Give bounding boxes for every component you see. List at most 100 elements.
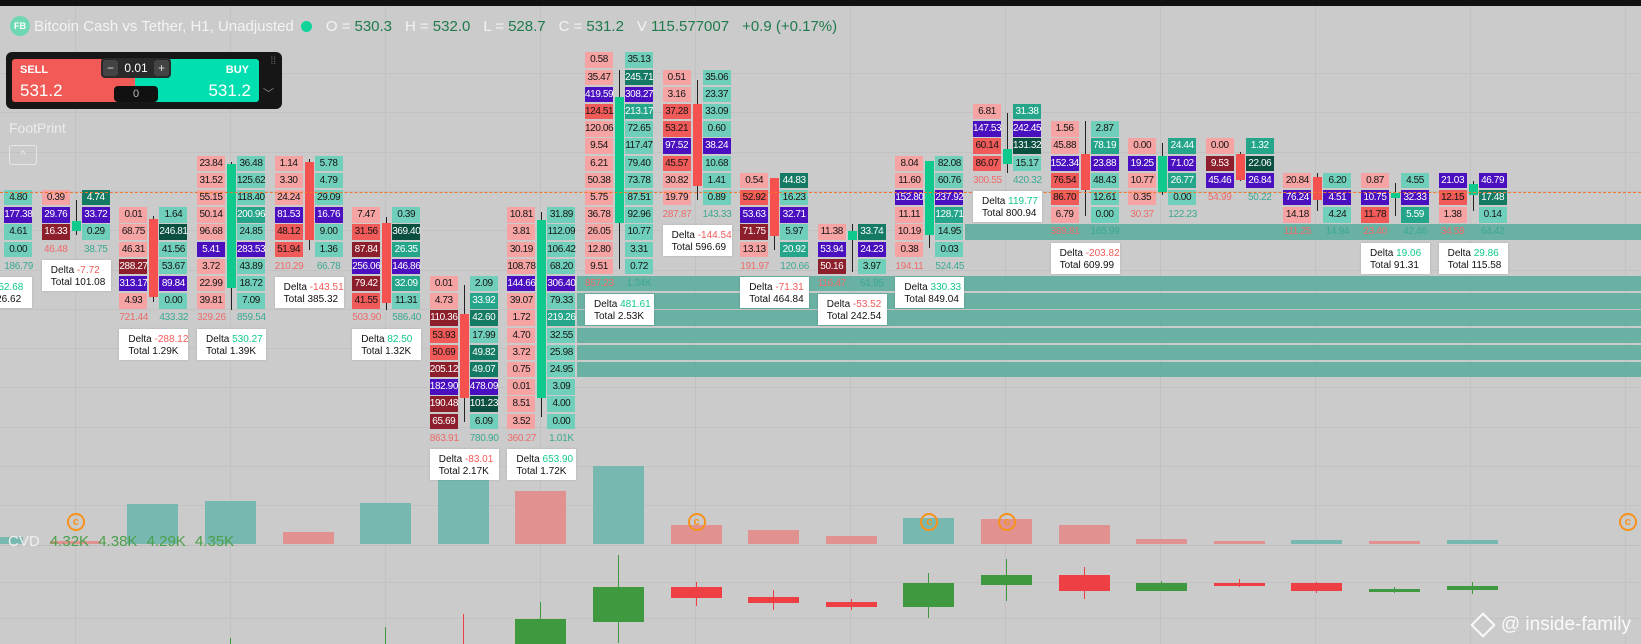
- total-label: Total: [206, 345, 230, 357]
- copyright-marker-icon: c: [998, 513, 1016, 531]
- sell-volume-cell: 22.99: [197, 275, 225, 292]
- drag-handle-icon[interactable]: ⁞⁞: [270, 56, 276, 67]
- total-label: Total: [1370, 259, 1394, 271]
- sell-total-label: 194.11: [895, 260, 924, 272]
- delta-value: -7.72: [76, 264, 100, 276]
- panel-separator[interactable]: [0, 545, 1641, 546]
- cvd-candle-wick: [385, 627, 387, 644]
- total-row: Total 464.84: [749, 294, 804, 305]
- sell-total-label: 191.97: [740, 260, 769, 272]
- buy-volume-cell: 0.03: [935, 241, 964, 257]
- cvd-candle-body: [1213, 583, 1265, 587]
- sell-volume-cell: 29.76: [41, 207, 70, 223]
- buy-volume-cell: 0.14: [1478, 207, 1507, 223]
- delta-label: Delta: [671, 230, 698, 242]
- buy-volume-cell: 0.00: [1090, 207, 1119, 223]
- buy-volume-cell: 14.95: [935, 224, 964, 240]
- total-row: Total 1.39K: [206, 346, 256, 357]
- sell-volume-cell: 11.38: [817, 224, 846, 240]
- buy-volume-cell: 1.41: [702, 172, 731, 189]
- total-value: 2.53K: [617, 311, 645, 323]
- sell-total-label: 329.26: [197, 312, 226, 324]
- sell-price: 531.2: [20, 81, 63, 100]
- buy-volume-cell: 31.89: [547, 207, 576, 223]
- buy-volume-cell: 246.81: [159, 224, 188, 240]
- sell-volume-cell: 7.47: [352, 207, 381, 223]
- low-value: 528.7: [508, 17, 546, 35]
- sell-volume-cell: 53.63: [740, 207, 769, 223]
- grid-line-horizontal: [0, 426, 1641, 428]
- total-value: 1.29K: [152, 345, 179, 357]
- buy-volume-cell: 237.92: [935, 189, 964, 206]
- volume-bar: [670, 525, 722, 544]
- sell-volume-cell: 37.28: [662, 103, 691, 120]
- cvd-open: 4.32K: [49, 533, 90, 550]
- sell-volume-cell: 50.38: [585, 172, 613, 189]
- cvd-candle-body: [1446, 586, 1498, 590]
- buy-volume-cell: 38.24: [702, 138, 731, 154]
- chart-header: FB Bitcoin Cash vs Tether, H1, Unadjuste…: [10, 15, 837, 37]
- buy-volume-cell: 1.64: [159, 207, 188, 223]
- buy-volume-cell: 72.65: [625, 121, 653, 137]
- buy-volume-cell: 26.35: [392, 241, 421, 257]
- buy-volume-cell: 4.79: [314, 172, 343, 189]
- buy-total-label: 50.22: [1248, 191, 1272, 203]
- candle-body: [847, 231, 857, 240]
- chevron-down-icon[interactable]: ﹀: [263, 88, 274, 100]
- buy-volume-cell: 32.33: [1401, 189, 1429, 206]
- sell-volume-cell: 3.72: [197, 258, 225, 275]
- buy-volume-cell: 10.77: [625, 224, 653, 240]
- buy-total-label: 780.90: [469, 432, 499, 444]
- delta-value: -143.51: [309, 281, 344, 293]
- candle-body: [692, 103, 702, 187]
- total-label: Total: [982, 207, 1006, 219]
- delta-label: Delta: [904, 281, 931, 293]
- grid-line-vertical: [230, 6, 231, 644]
- grid-line-horizontal: [0, 582, 1641, 583]
- delta-summary-box: Delta 82.50 Total 1.32K: [352, 328, 422, 360]
- cvd-panel: [0, 546, 1641, 644]
- delta-summary-box: Delta -53.52 Total 242.54: [817, 294, 887, 326]
- total-label: Total: [438, 465, 463, 477]
- sell-volume-cell: 71.75: [740, 224, 769, 240]
- total-row: Total 609.99: [1060, 260, 1115, 271]
- sell-volume-cell: 68.75: [119, 224, 148, 240]
- total-value: 26.62: [0, 293, 22, 305]
- buy-volume-cell: 44.83: [780, 172, 809, 189]
- buy-total-label: 524.45: [935, 260, 965, 272]
- delta-summary-box: Delta -71.31 Total 464.84: [740, 276, 810, 308]
- candle-body: [1468, 183, 1478, 196]
- sell-volume-cell: 86.07: [973, 155, 1001, 171]
- decrease-quantity-button[interactable]: −: [103, 60, 119, 76]
- buy-volume-cell: 24.44: [1168, 138, 1197, 154]
- total-row: Total 242.54: [827, 311, 882, 322]
- buy-volume-cell: 33.09: [702, 103, 731, 120]
- indicator-title[interactable]: FootPrint: [9, 120, 66, 136]
- buy-label: BUY: [225, 64, 249, 76]
- symbol-title[interactable]: Bitcoin Cash vs Tether, H1, Unadjusted: [34, 17, 294, 35]
- total-label: Total: [904, 293, 929, 305]
- buy-volume-cell: 24.85: [237, 224, 265, 240]
- quantity-input[interactable]: 0.01: [124, 61, 148, 75]
- buy-volume-cell: 29.09: [314, 189, 343, 206]
- sell-volume-cell: 4.93: [119, 293, 148, 309]
- candle-wick: [1007, 112, 1008, 173]
- buy-volume-cell: 118.40: [237, 189, 265, 206]
- sell-volume-cell: 110.36: [429, 310, 458, 326]
- cvd-label[interactable]: CVD: [8, 533, 40, 550]
- increase-quantity-button[interactable]: +: [153, 60, 169, 76]
- volume-bar: [1058, 525, 1110, 544]
- volume-label: V: [636, 17, 647, 35]
- sell-volume-cell: 31.52: [197, 172, 225, 189]
- candle-body: [615, 97, 624, 223]
- buy-volume-cell: 68.20: [547, 258, 576, 275]
- sell-volume-cell: 11.78: [1361, 207, 1389, 223]
- collapse-indicator-button[interactable]: ^: [9, 145, 37, 165]
- grid-line-horizontal: [0, 387, 1641, 389]
- sell-total-label: 389.81: [1050, 226, 1080, 238]
- buy-volume-cell: 0.72: [625, 258, 653, 275]
- volume-bar: [282, 532, 334, 544]
- buy-volume-cell: 0.39: [392, 207, 421, 223]
- buy-volume-cell: 5.78: [314, 155, 343, 171]
- buy-volume-cell: 26.84: [1245, 172, 1274, 189]
